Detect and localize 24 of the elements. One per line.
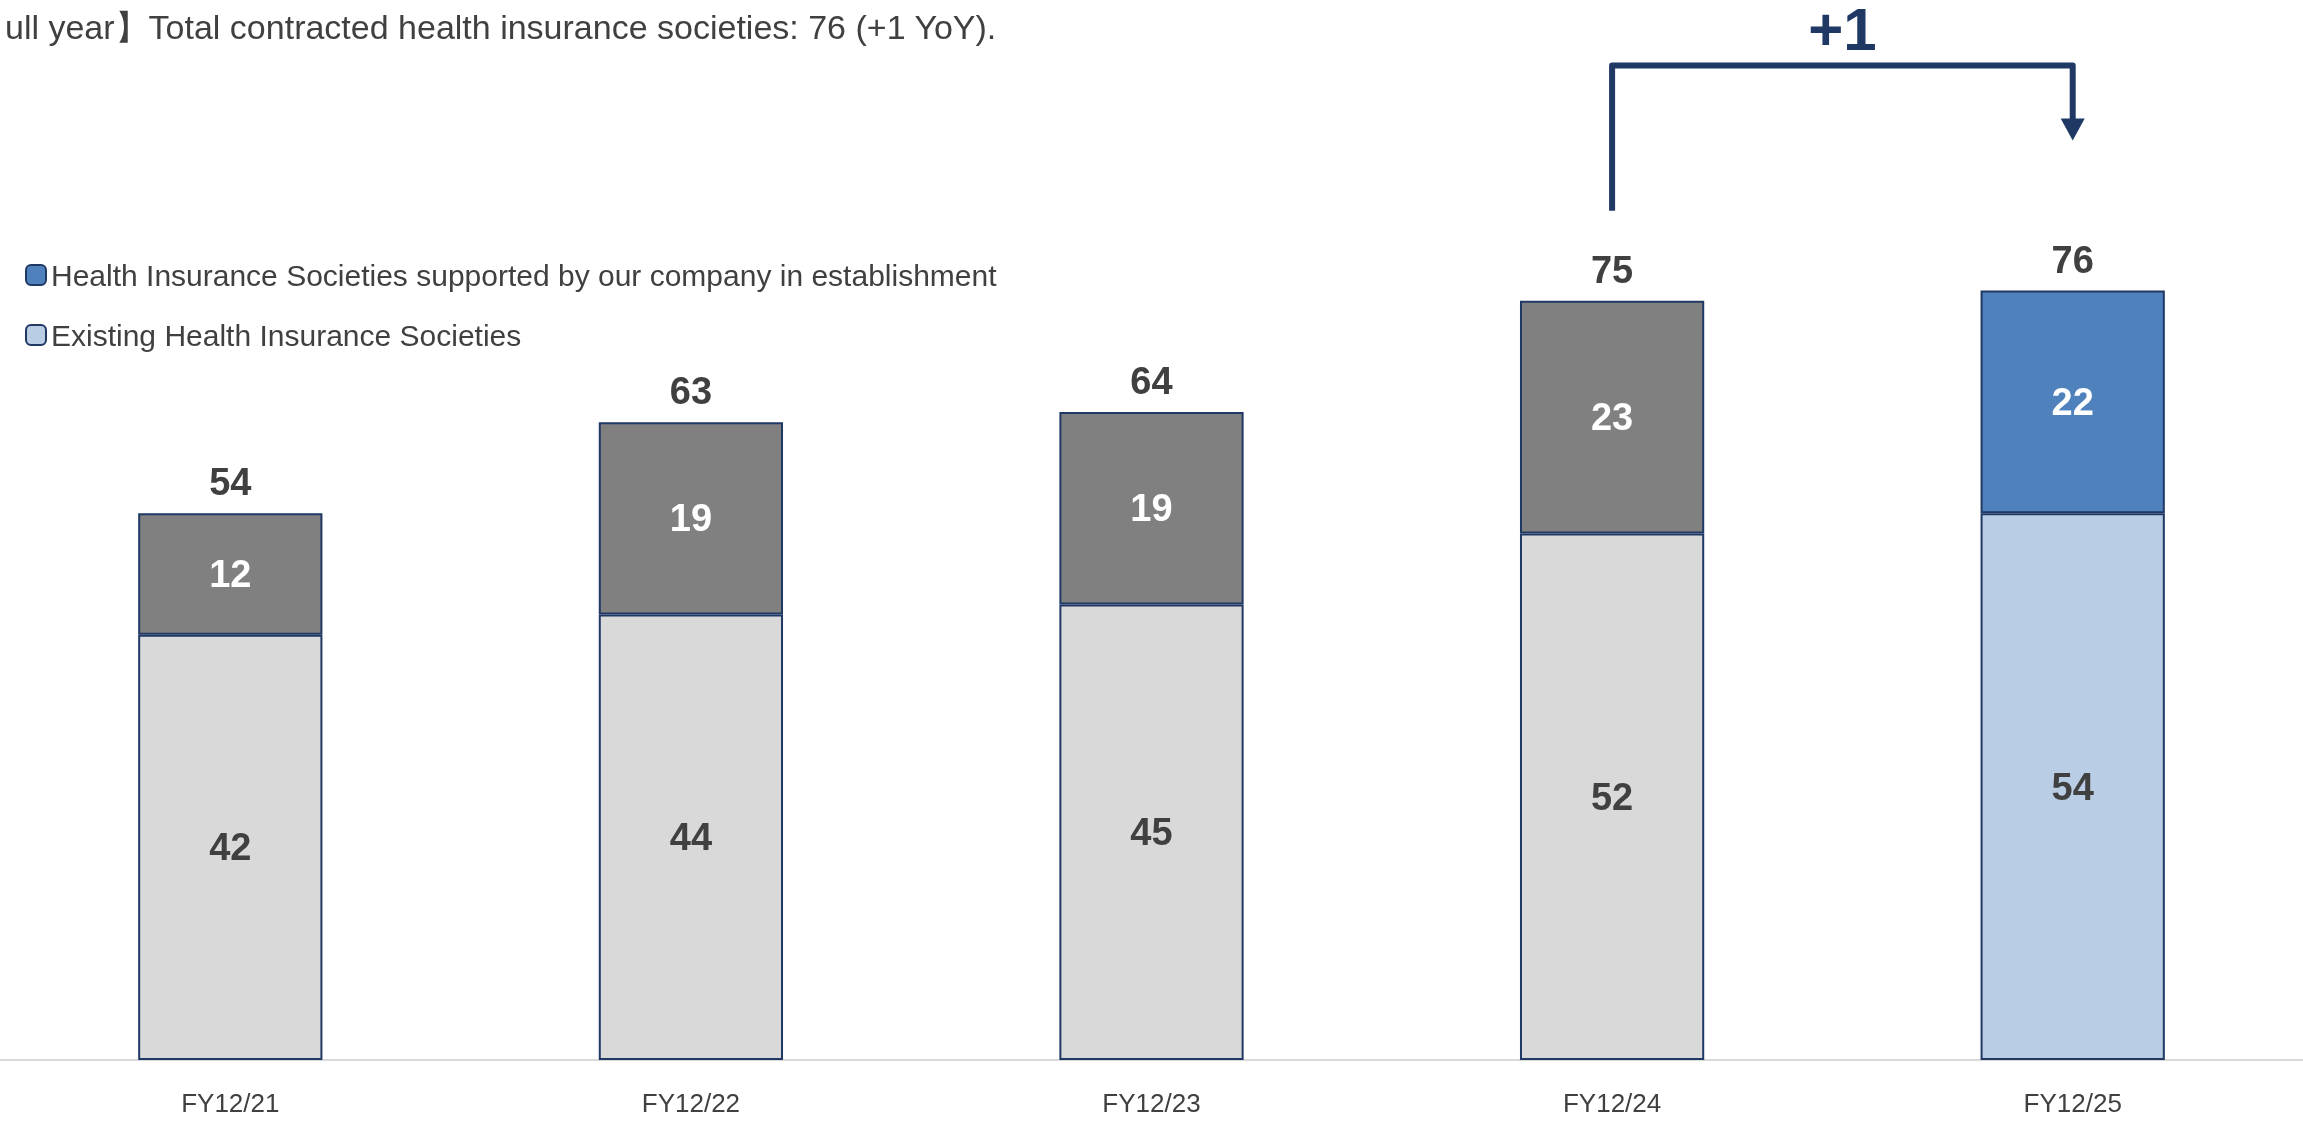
x-tick-label: FY12/25	[2023, 1088, 2122, 1118]
chart-title: ull year】Total contracted health insurance societies: 76 (+1 YoY).	[5, 8, 997, 46]
total-label: 75	[1590, 248, 1634, 291]
x-tick-label: FY12/24	[1562, 1088, 1662, 1118]
x-tick-label: FY12/22	[641, 1088, 741, 1118]
data-label: 19	[669, 497, 713, 540]
total-label: 76	[2051, 238, 2094, 281]
data-label: 22	[2051, 380, 2094, 423]
data-label: 19	[1130, 487, 1173, 530]
data-label: 42	[209, 826, 252, 869]
x-tick-label: FY12/21	[181, 1088, 280, 1118]
data-label: 44	[669, 816, 713, 859]
data-label: 52	[1590, 775, 1634, 818]
legend-label: Health Insurance Societies supported by our company in establishment	[51, 258, 998, 292]
total-label: 64	[1130, 360, 1173, 402]
data-label: 45	[1130, 811, 1173, 854]
total-label: 54	[209, 461, 252, 504]
data-label: 12	[209, 553, 252, 595]
data-label: 54	[2051, 765, 2094, 808]
data-label: 23	[1590, 396, 1634, 439]
legend-label: Existing Health Insurance Societies	[51, 318, 522, 352]
total-label: 63	[669, 370, 713, 413]
x-tick-label: FY12/23	[1102, 1088, 1201, 1118]
text: +1	[1808, 0, 1877, 63]
